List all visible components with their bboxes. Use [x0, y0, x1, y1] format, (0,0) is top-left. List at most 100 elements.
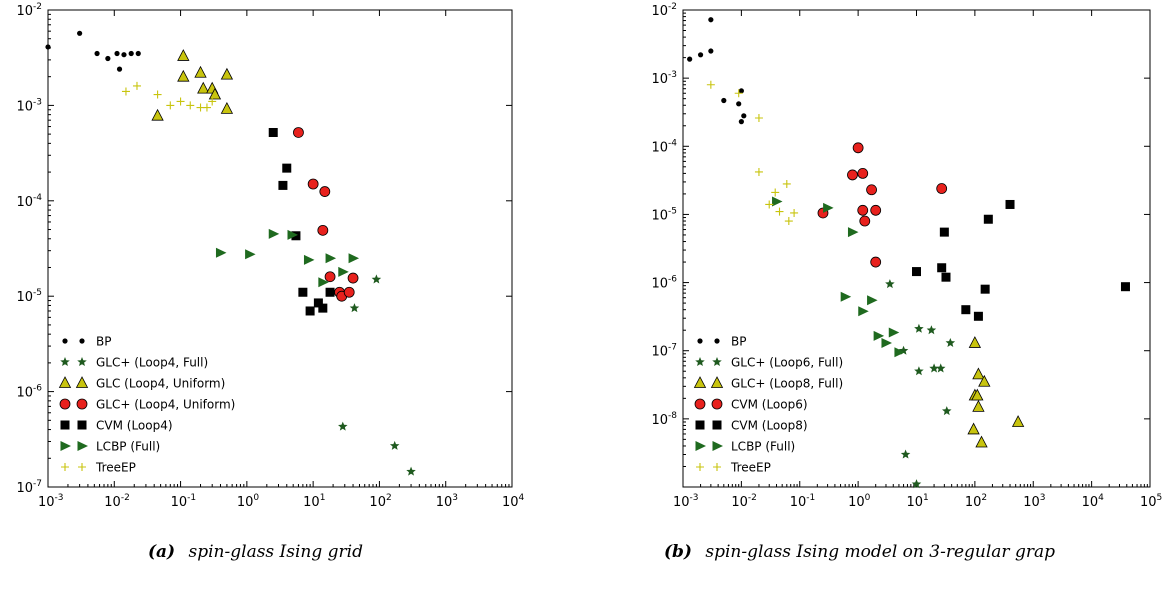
legend-marker-rtriangle — [60, 441, 71, 451]
data-point-star — [349, 303, 360, 313]
data-point-star — [900, 449, 911, 459]
legend-marker-plus — [61, 463, 69, 471]
legend-marker-circle — [59, 398, 71, 410]
data-point-square — [983, 214, 993, 224]
data-point-triangle — [1011, 415, 1025, 427]
plot-area-a — [47, 9, 513, 488]
legend-marker-star — [77, 357, 87, 367]
data-point-dot — [697, 52, 704, 58]
data-point-dot — [738, 88, 744, 94]
legend-marker-triangle — [693, 376, 707, 388]
data-point-star — [926, 325, 937, 335]
data-point-dot — [121, 52, 127, 58]
data-point-rtriangle — [840, 291, 852, 302]
legend-marker-dot — [79, 338, 85, 344]
data-point-star — [338, 421, 348, 431]
data-point-plus — [790, 208, 799, 217]
data-point-dot — [708, 17, 714, 23]
data-point-rtriangle — [894, 347, 905, 358]
legend-label: BP — [731, 335, 746, 349]
data-point-rtriangle — [245, 249, 256, 260]
data-point-square — [1120, 282, 1130, 292]
data-point-plus — [784, 217, 793, 226]
chart-panel-b: 10-3 10-2 10-1 100 101 102 103 104 105 10-8 10-7 10… — [651, 2, 1162, 562]
data-point-dot — [738, 119, 744, 125]
data-point-plus — [706, 80, 715, 89]
data-point-dot — [114, 50, 120, 57]
data-point-dot — [708, 48, 714, 54]
data-point-circle — [870, 204, 882, 216]
data-point-star — [911, 479, 922, 489]
x-tick-label: 104 — [1082, 493, 1105, 510]
data-point-triangle — [967, 422, 980, 435]
data-point-triangle — [194, 65, 207, 78]
x-tick-label: 10-2 — [731, 493, 757, 510]
data-point-plus — [754, 114, 763, 123]
data-point-rtriangle — [348, 253, 360, 264]
legend-label: GLC+ (Loop8, Full) — [731, 377, 843, 391]
data-point-plus — [202, 103, 211, 112]
y-tick-label: 10-6 — [16, 384, 42, 401]
data-point-triangle — [972, 367, 985, 380]
data-point-rtriangle — [823, 202, 834, 213]
data-point-triangle — [978, 374, 991, 387]
data-point-plus — [754, 167, 763, 176]
legend-label: LCBP (Full) — [96, 440, 160, 454]
data-point-rtriangle — [287, 229, 299, 240]
data-point-star — [406, 466, 416, 476]
data-point-triangle — [208, 87, 222, 100]
data-point-circle — [870, 256, 882, 268]
data-point-circle — [847, 169, 858, 181]
data-point-rtriangle — [338, 266, 349, 277]
data-point-rtriangle — [268, 228, 280, 239]
legend-label: GLC+ (Loop6, Full) — [731, 356, 843, 370]
data-point-square — [268, 127, 278, 137]
legend-marker-rtriangle — [695, 441, 706, 451]
x-tick-label: 101 — [303, 493, 325, 510]
legend-marker-square — [712, 420, 722, 430]
x-tick-label: 10-3 — [38, 493, 64, 510]
data-point-circle — [866, 184, 877, 196]
x-tick-label: 100 — [848, 493, 871, 510]
data-point-triangle — [975, 435, 988, 448]
legend-label: CVM (Loop8) — [731, 419, 808, 433]
x-tick-label: 102 — [965, 493, 987, 510]
legend-label: TreeEP — [95, 461, 136, 475]
data-point-circle — [852, 142, 864, 154]
caption-text-b: spin-glass Ising model on 3-regular grap — [705, 542, 1055, 562]
legend-marker-dot — [62, 338, 68, 344]
legend-marker-plus — [713, 463, 721, 471]
x-tick-label: 103 — [1023, 493, 1045, 510]
caption-text-a: spin-glass Ising grid — [189, 542, 364, 562]
legend-marker-rtriangle — [712, 441, 723, 451]
data-point-rtriangle — [858, 306, 869, 317]
caption-label-b: (b) — [664, 542, 692, 562]
data-point-plus — [153, 90, 162, 99]
legend-marker-circle — [694, 398, 706, 410]
legend-marker-star — [695, 357, 705, 367]
data-point-plus — [166, 101, 175, 110]
y-tick-label: 10-2 — [16, 2, 42, 19]
plot-area-b — [682, 9, 1151, 488]
y-tick-label: 10-7 — [16, 479, 42, 496]
y-tick-label: 10-6 — [651, 275, 677, 292]
x-tick-label: 10-2 — [104, 493, 130, 510]
data-point-rtriangle — [867, 295, 878, 306]
x-tick-label: 10-3 — [673, 493, 699, 510]
data-point-star — [389, 440, 400, 450]
data-point-rtriangle — [318, 277, 329, 288]
data-point-triangle — [220, 101, 234, 114]
y-tick-label: 10-8 — [651, 411, 677, 428]
data-point-circle — [859, 215, 871, 227]
caption-b: (b) spin-glass Ising model on 3-regular … — [664, 542, 1055, 562]
legend-marker-square — [695, 420, 705, 430]
legend-marker-triangle — [58, 376, 72, 388]
x-tick-label: 10-1 — [790, 493, 816, 510]
y-tick-label: 10-3 — [651, 70, 677, 87]
data-point-triangle — [177, 69, 190, 82]
legend-label: GLC+ (Loop4, Full) — [96, 356, 208, 370]
data-point-triangle — [151, 108, 164, 121]
data-point-star — [945, 337, 956, 347]
legend-label: GLC (Loop4, Uniform) — [96, 377, 225, 391]
data-point-rtriangle — [303, 254, 315, 265]
